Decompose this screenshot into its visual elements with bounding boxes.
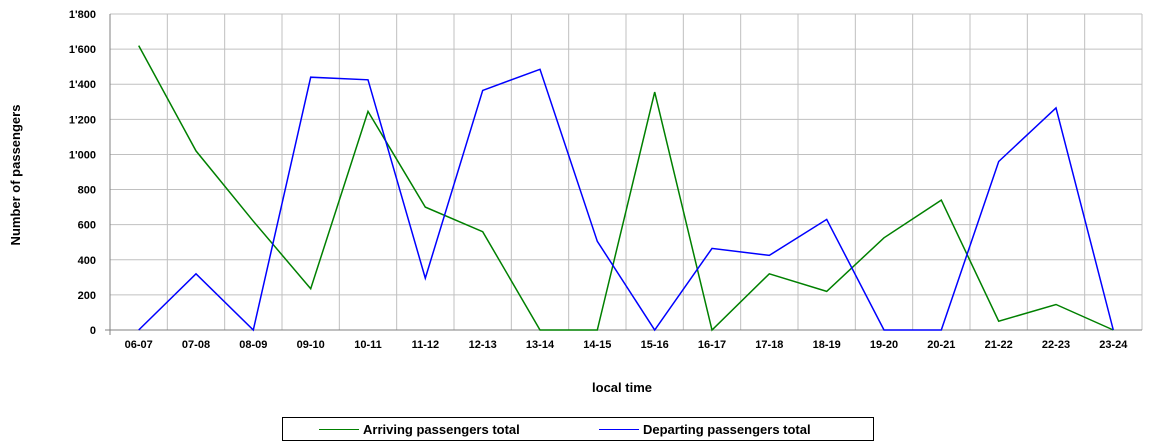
x-tick-label: 14-15 [583,339,611,351]
chart-legend: Arriving passengers total Departing pass… [282,417,874,441]
x-tick-label: 13-14 [526,339,555,351]
x-tick-label: 18-19 [813,339,841,351]
series-line-arriving [138,45,1114,332]
x-tick-label: 20-21 [927,339,955,351]
legend-swatch-departing [599,429,639,430]
x-tick-label: 08-09 [239,339,267,351]
x-axis-title: local time [592,380,652,395]
y-tick-label: 1'000 [69,149,96,161]
x-axis-ticks: 06-07 07-08 08-09 09-10 10-11 11-12 12-13 13-14… [125,339,1129,351]
legend-item-arriving: Arriving passengers total [319,422,520,437]
x-tick-label: 22-23 [1042,339,1070,351]
y-tick-label: 400 [78,255,96,267]
x-tick-label: 09-10 [297,339,325,351]
legend-label-departing: Departing passengers total [643,422,811,437]
x-tick-label: 15-16 [641,339,669,351]
x-tick-label: 06-07 [125,339,153,351]
x-tick-label: 07-08 [182,339,210,351]
line-chart: 0 200 400 600 800 1'000 1'200 1'400 1'600 1'800 0… [8,9,1143,395]
y-tick-label: 1'600 [69,44,96,56]
legend-item-departing: Departing passengers total [599,422,811,437]
x-tick-label: 11-12 [412,339,440,351]
x-tick-label: 16-17 [698,339,726,351]
y-tick-label: 1'400 [69,79,96,91]
y-tick-label: 1'200 [69,114,96,126]
grid-lines [105,13,1143,335]
x-tick-label: 19-20 [870,339,898,351]
y-tick-label: 0 [90,325,96,337]
series-lines [138,45,1115,332]
x-tick-label: 12-13 [469,339,497,351]
x-tick-label: 17-18 [755,339,783,351]
y-tick-label: 800 [78,185,96,197]
y-tick-label: 1'800 [69,9,96,21]
y-axis-ticks: 0 200 400 600 800 1'000 1'200 1'400 1'600 1'800 [69,9,96,337]
legend-label-arriving: Arriving passengers total [363,422,520,437]
x-tick-label: 10-11 [354,339,382,351]
y-axis-title: Number of passengers [8,105,23,246]
x-tick-label: 23-24 [1099,339,1128,351]
y-tick-label: 600 [78,220,96,232]
x-tick-label: 21-22 [985,339,1013,351]
series-line-departing [138,68,1115,332]
y-tick-label: 200 [78,290,96,302]
legend-swatch-arriving [319,429,359,430]
